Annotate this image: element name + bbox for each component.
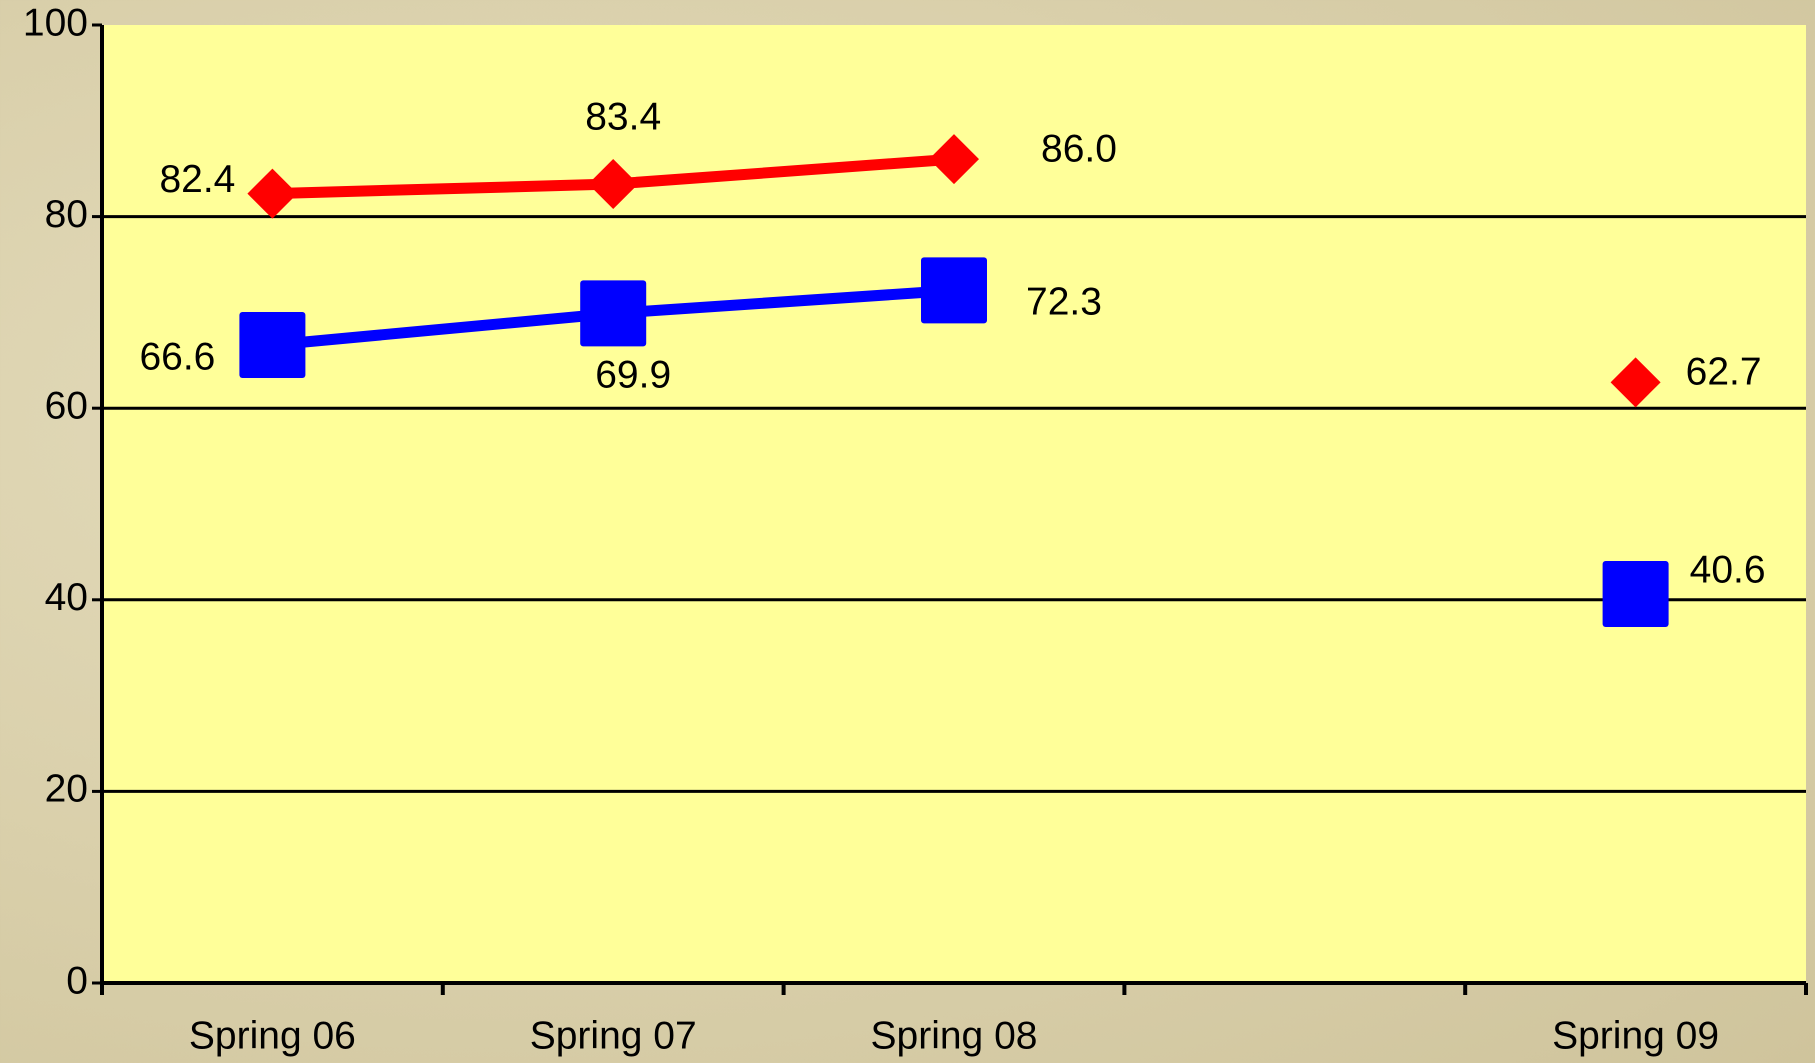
data-label: 66.6 (139, 335, 215, 378)
data-label: 82.4 (159, 158, 235, 201)
y-tick-label: 100 (23, 1, 88, 44)
data-label: 72.3 (1026, 281, 1102, 324)
marker (929, 134, 979, 185)
marker (1610, 357, 1661, 408)
marker (247, 168, 298, 219)
y-tick-label: 60 (45, 384, 88, 427)
y-tick-label: 20 (45, 768, 88, 811)
plot-area (102, 25, 1806, 983)
marker (239, 311, 306, 378)
x-tick-label: Spring 09 (1552, 1014, 1719, 1057)
data-label: 86.0 (1041, 127, 1117, 170)
marker (580, 280, 647, 347)
marker (588, 159, 639, 210)
x-tick-label: Spring 06 (189, 1014, 356, 1057)
y-tick-label: 0 (66, 959, 88, 1002)
marker (921, 257, 987, 324)
y-tick-label: 80 (45, 193, 88, 236)
data-label: 62.7 (1686, 351, 1762, 394)
marker (1602, 561, 1669, 628)
data-label: 69.9 (595, 354, 671, 397)
x-tick-label: Spring 07 (530, 1014, 697, 1057)
data-label: 40.6 (1690, 548, 1766, 591)
x-tick-label: Spring 08 (871, 1014, 1038, 1057)
data-label: 83.4 (585, 95, 661, 138)
y-tick-label: 40 (45, 576, 88, 619)
